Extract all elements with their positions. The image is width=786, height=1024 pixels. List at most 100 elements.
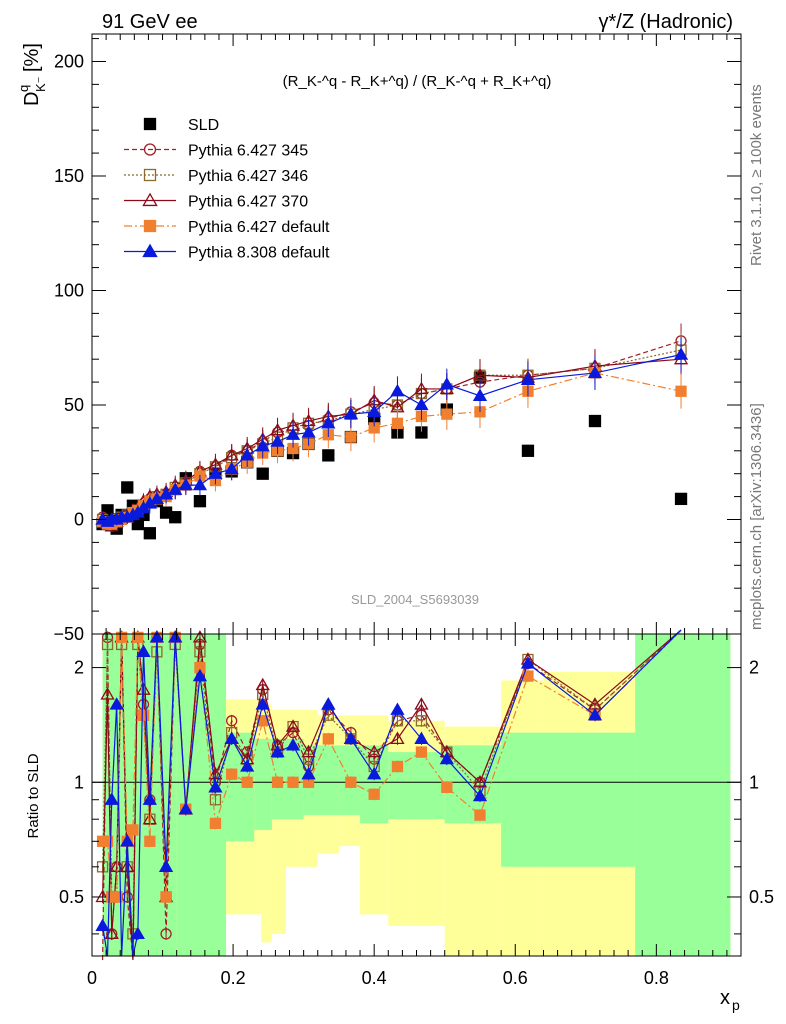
ratio-point [255,677,270,691]
data-point [224,461,239,475]
data-point [255,438,270,452]
ratio-point [301,744,316,758]
y-axis-title-main: D [21,92,43,106]
ratio-point [226,768,238,780]
legend-marker [143,117,157,131]
data-point [588,414,602,428]
header-left-label: 91 GeV ee [102,11,198,33]
ratio-point [109,697,124,710]
y-tick-label: −50 [53,624,84,644]
y-axis-title-unit: [%] [21,43,43,72]
ratio-line [101,629,682,961]
data-point [391,417,404,429]
legend-entry: Pythia 8.308 default [124,243,330,262]
data-point [285,427,301,440]
ratio-point [104,926,119,940]
y-tick-label: 50 [64,395,84,415]
ratio-point [322,733,334,745]
data-point [439,377,454,390]
legend-entry: Pythia 6.427 default [124,219,330,236]
ratio-point [414,697,429,710]
legend-entry: SLD [143,117,219,134]
ratio-point [104,792,119,805]
ratio-panel-series [92,629,741,961]
ratio-point [367,766,382,780]
ratio-point [208,780,223,793]
ratio-point [120,859,135,872]
ratio-point [160,891,172,903]
ratio-point [368,788,380,800]
data-point [301,425,316,438]
ratio-point [111,891,123,903]
ratio-point [415,746,428,758]
ratio-band-green [543,732,636,867]
legend-marker [143,168,157,182]
data-point [169,511,182,524]
ratio-axis-title: Ratio to SLD [25,753,42,838]
data-point [256,467,269,480]
data-point [240,448,255,461]
data-point [675,385,687,397]
series-4 [96,355,687,530]
series-5 [95,337,689,527]
ratio-point [287,776,299,788]
data-point [178,477,193,491]
ratio-band-green [501,732,544,867]
x-tick-label: 0.2 [221,968,246,988]
ratio-point [136,682,151,695]
ratio-point [255,697,270,710]
y-axis-title-sub: K⁻ [33,76,48,92]
ratio-point [439,751,454,765]
legend-label: Pythia 8.308 default [188,245,330,262]
legend-label: Pythia 6.427 default [188,219,330,236]
ratio-band-green [412,752,445,820]
ratio-point [168,630,183,643]
y-axis-title-sup: q [16,85,31,92]
ratio-point [241,776,253,788]
ratio-point [321,697,336,710]
ratio-point [270,744,285,758]
ratio-point [100,687,115,700]
legend: SLD Pythia 6.427 345 Pythia 6.427 346 Pythi… [124,117,330,262]
ratio-point [120,833,135,847]
ratio-point [472,788,488,802]
ratio-point [132,631,144,644]
legend-label: Pythia 6.427 345 [188,143,308,160]
legend-entry: Pythia 6.427 345 [124,143,308,160]
ratio-point [209,817,222,830]
series-line [102,358,682,528]
ratio-point [441,781,453,793]
ratio-point [391,760,404,773]
data-point [390,383,405,397]
data-point [674,492,688,506]
legend-marker [143,219,157,233]
data-point [192,477,208,491]
x-tick-label: 0.4 [362,968,387,988]
ratio-band-yellow [388,720,413,926]
data-point [321,416,336,429]
legend-entry: Pythia 6.427 346 [124,168,308,185]
ratio-point [367,744,382,758]
y-axis-title: D q K⁻ [%] [16,43,48,106]
ratio-point [158,859,174,872]
legend-entry: Pythia 6.427 370 [124,192,308,211]
ratio-point [101,638,114,651]
ratio-point [194,646,206,658]
data-point [168,482,183,495]
data-point [193,495,207,508]
data-point [472,388,488,401]
data-point [322,449,335,462]
ratio-point [178,801,193,815]
ratio-point [130,926,145,940]
ratio-tick-label: 1 [74,772,84,792]
data-point [587,365,603,379]
watermark-label: SLD_2004_S5693039 [351,592,479,607]
data-point [520,372,536,385]
axes: 0 0.2 0.4 0.6 0.8 −50 0 50 100 150 200 0.5 0.5 1 1 2 2 [53,33,774,988]
ratio-point [226,715,238,727]
ratio-point [474,809,486,821]
y-tick-label: 0 [74,509,84,529]
x-tick-label: 0.8 [644,968,669,988]
ratio-point [285,738,301,751]
